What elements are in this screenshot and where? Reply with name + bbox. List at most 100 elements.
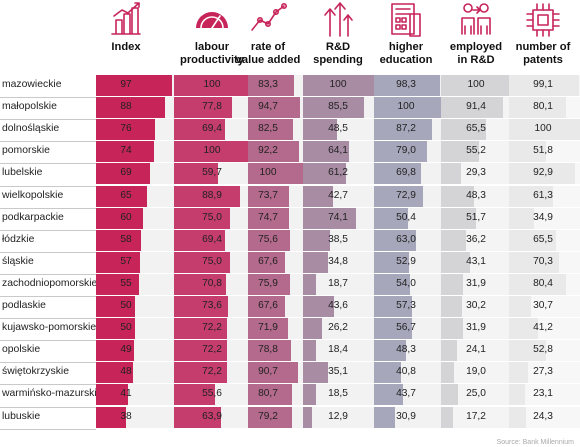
value-label: 90,7	[258, 366, 278, 378]
value-label: 69,4	[202, 123, 222, 135]
value-bar	[441, 362, 454, 384]
value-label: 73,7	[258, 189, 278, 201]
value-bar	[374, 163, 421, 185]
value-bar	[509, 384, 526, 406]
value-label: 31,9	[466, 277, 486, 289]
value-bar	[509, 318, 539, 340]
value-label: 56,7	[396, 322, 416, 334]
source-note: Source: Bank Millennium	[496, 439, 574, 446]
value-bar	[174, 163, 219, 185]
value-bar	[441, 273, 463, 295]
value-bar	[96, 229, 142, 251]
value-label: 76	[120, 123, 132, 135]
value-label: 24,3	[533, 410, 553, 422]
value-bar	[303, 384, 317, 406]
value-bar	[374, 340, 407, 362]
region-label: pomorskie	[2, 145, 50, 157]
value-bar	[303, 251, 328, 273]
value-label: 99,1	[533, 79, 553, 90]
value-bar	[96, 207, 143, 229]
value-bar	[174, 207, 230, 229]
value-bar	[303, 273, 317, 295]
value-bar	[441, 97, 504, 119]
header-rd_spending-line: R&D	[325, 41, 351, 53]
cell-track	[303, 406, 374, 428]
value-label: 34,8	[328, 255, 348, 267]
value-label: 63,0	[396, 233, 416, 245]
value-label: 18,7	[328, 277, 348, 289]
value-label: 42,7	[328, 189, 348, 201]
value-label: 51,8	[533, 145, 553, 157]
value-bar	[248, 384, 293, 406]
value-label: 27,3	[533, 366, 553, 378]
value-label: 48,5	[328, 123, 348, 135]
value-bar	[509, 141, 546, 163]
value-label: 52,9	[396, 255, 416, 267]
header-employed_in_rd: employed in R&D	[428, 41, 524, 67]
value-label: 94,7	[258, 101, 278, 113]
value-bar	[509, 229, 556, 251]
cell-track	[509, 384, 580, 406]
value-bar	[248, 340, 292, 362]
value-label: 29,3	[466, 167, 486, 179]
cell-track	[441, 362, 509, 384]
header-higher_education-line: education	[379, 54, 433, 66]
value-label: 52,8	[533, 344, 553, 356]
region-label: lubuskie	[2, 410, 41, 422]
value-bar	[303, 318, 322, 340]
value-bar	[374, 119, 433, 141]
value-bar	[303, 185, 334, 207]
value-label: 50,4	[396, 211, 416, 223]
value-bar	[174, 185, 240, 207]
value-label: 67,6	[258, 300, 278, 311]
cell-track	[441, 340, 509, 362]
header-index-line: Index	[111, 41, 141, 53]
value-label: 100	[534, 123, 552, 135]
row-separator	[0, 97, 96, 99]
value-label: 60	[120, 211, 132, 223]
value-label: 41	[120, 388, 132, 400]
value-bar	[441, 207, 477, 229]
row-separator	[0, 296, 96, 297]
gauge-icon	[196, 12, 228, 29]
value-label: 18,4	[328, 344, 348, 356]
region-label: małopolskie	[2, 101, 57, 113]
region-label: kujawsko-pomorskie	[2, 322, 97, 334]
value-bar	[441, 340, 458, 362]
value-bar	[509, 406, 527, 428]
row-separator	[0, 119, 96, 121]
value-bar	[509, 273, 567, 295]
value-bar	[248, 97, 301, 119]
value-label: 36,2	[466, 233, 486, 245]
value-bar	[248, 229, 290, 251]
value-bar	[441, 406, 453, 428]
region-label: warmińsko-mazurskie	[2, 388, 103, 400]
value-bar	[441, 119, 486, 141]
calculator-document-icon	[391, 3, 421, 37]
value-label: 55	[120, 277, 132, 289]
value-label: 34,9	[533, 211, 553, 223]
value-label: 65,5	[533, 233, 553, 245]
value-label: 87,2	[396, 123, 416, 135]
region-label: lubelskie	[2, 167, 43, 179]
value-label: 43,6	[328, 300, 348, 311]
two-people-icon	[461, 3, 491, 35]
row-separator	[0, 362, 96, 364]
value-label: 17,2	[466, 410, 486, 422]
value-bar	[303, 296, 334, 318]
value-bar	[174, 340, 228, 362]
value-label: 72,2	[202, 366, 222, 378]
cell-track	[509, 406, 580, 428]
value-label: 67,6	[258, 255, 278, 267]
value-bar	[248, 141, 299, 163]
value-label: 65	[120, 189, 132, 201]
value-label: 40,8	[396, 366, 416, 378]
value-bar	[96, 362, 134, 384]
value-bar	[374, 318, 412, 340]
value-bar	[509, 251, 559, 273]
region-label: łódzkie	[2, 233, 35, 245]
row-separator	[0, 318, 96, 320]
value-label: 30,7	[533, 300, 553, 311]
value-bar	[248, 119, 294, 141]
